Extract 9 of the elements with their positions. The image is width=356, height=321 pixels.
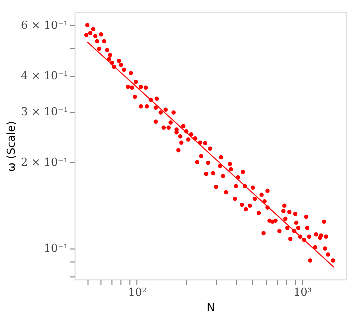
y-axis-title: ω (Scale) (5, 121, 18, 172)
y-tick-label: 10⁻¹ (44, 242, 68, 256)
x-tick-label: 10³ (294, 286, 312, 300)
y-tick-label: 4 × 10⁻¹ (21, 70, 68, 83)
x-axis-title: N (206, 301, 216, 314)
y-tick-label: 6 × 10⁻¹ (21, 19, 68, 32)
y-tick-label: 3 × 10⁻¹ (21, 105, 68, 118)
x-tick-label: 10² (128, 286, 147, 300)
y-tick-label: 2 × 10⁻¹ (21, 156, 68, 169)
